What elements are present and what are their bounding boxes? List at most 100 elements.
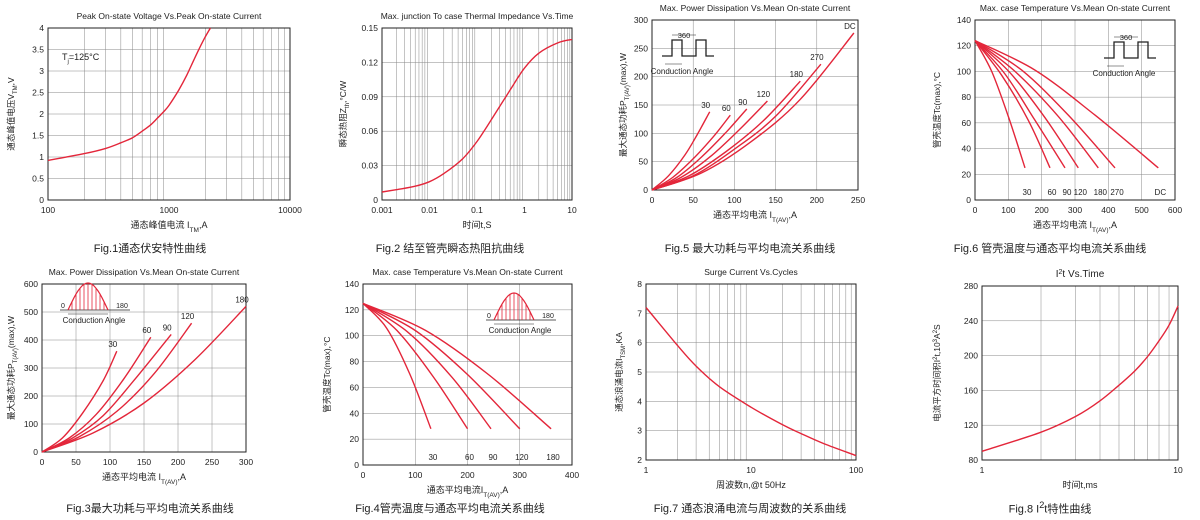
series-label: 30	[701, 101, 710, 110]
y-tick-label: 1.5	[32, 131, 44, 141]
y-tick-label: 0.09	[361, 92, 378, 102]
chart-svg: Surge Current Vs.Cycles 1 10 100 2 3 4 5 6 7 8 周波数n…	[614, 267, 863, 490]
x-tick-label: 600	[1168, 205, 1182, 215]
x-axis-label: 通态平均电流 IT(AV),A	[713, 209, 797, 224]
chart-power-dissipation-sine: Max. Power Dissipation Vs.Mean On-state …	[0, 260, 300, 520]
inset-label: Conduction Angle	[1093, 69, 1156, 78]
chart-caption: Fig.7 通态浪涌电流与周波数的关系曲线	[653, 503, 847, 515]
y-tick-label: 300	[634, 15, 648, 25]
x-tick-label: 50	[688, 195, 698, 205]
chart-caption: Fig.3最大功耗与平均电流关系曲线	[66, 503, 234, 515]
x-tick-label: 100	[103, 457, 117, 467]
series-line	[47, 27, 212, 162]
inset-period-label: 360	[678, 31, 691, 40]
caption-main: Fig.8 I	[1008, 503, 1040, 516]
x-tick-label: 400	[1101, 205, 1115, 215]
plot-frame	[41, 283, 247, 453]
plot-frame	[651, 19, 859, 191]
x-tick-label: 0.01	[421, 205, 438, 215]
plot-frame	[381, 27, 573, 201]
chart-title: Peak On-state Voltage Vs.Peak On-state C…	[77, 11, 262, 21]
series-label: 90	[738, 98, 747, 107]
x-tick-label: 300	[239, 457, 253, 467]
x-tick-label: 0	[361, 470, 366, 480]
y-axis-label: 最大通态功耗PT(AV)(max),W	[618, 53, 631, 157]
y-tick-label: 50	[639, 157, 649, 167]
chart-caption: Fig.5 最大功耗与平均电流关系曲线	[664, 243, 836, 255]
series-line	[651, 80, 801, 191]
series-line	[651, 100, 768, 191]
y-tick-label: 7	[637, 308, 642, 318]
x-tick-label: 300	[513, 470, 527, 480]
series-line	[362, 302, 552, 430]
x-tick-label: 10	[746, 465, 756, 475]
y-tick-label: 600	[24, 279, 38, 289]
series-line	[41, 305, 247, 453]
x-tick-label: 50	[71, 457, 81, 467]
x-tick-label: 500	[1135, 205, 1149, 215]
chart-caption: Fig.2 结至管壳瞬态热阻抗曲线	[375, 243, 525, 255]
series-label: DC	[844, 22, 856, 31]
chart-title: Max. Power Dissipation Vs.Mean On-state …	[660, 3, 851, 13]
y-axis-label: 最大通态功耗PT(AV)(max),W	[6, 316, 19, 420]
series-label: 120	[181, 312, 195, 321]
y-tick-label: 60	[962, 118, 972, 128]
y-tick-label: 140	[345, 279, 359, 289]
series-line	[362, 302, 469, 430]
y-tick-label: 0.5	[32, 174, 44, 184]
y-tick-label: 0	[966, 195, 971, 205]
inset-180-label: 180	[116, 303, 128, 310]
series-label: 60	[1048, 188, 1057, 197]
y-tick-label: 100	[345, 331, 359, 341]
series-line	[645, 307, 857, 457]
series-line	[974, 40, 1026, 169]
y-tick-label: 250	[634, 43, 648, 53]
chart-caption: Fig.4管壳温度与通态平均电流关系曲线	[355, 503, 545, 515]
y-tick-label: 100	[957, 66, 971, 76]
y-tick-label: 2.5	[32, 88, 44, 98]
series-line	[381, 38, 573, 193]
series-line	[651, 114, 731, 191]
y-axis-label: 管壳温度Tc(max),°C	[932, 72, 942, 148]
curve-group	[974, 39, 1159, 169]
y-tick-label: 280	[964, 281, 978, 291]
y-tick-label: 1	[39, 152, 44, 162]
chart-title: Max. case Temperature Vs.Mean On-state C…	[372, 267, 563, 277]
series-label: 60	[142, 326, 151, 335]
series-label: 180	[1094, 188, 1108, 197]
x-tick-label: 100	[727, 195, 741, 205]
series-line	[41, 333, 172, 453]
y-tick-label: 160	[964, 385, 978, 395]
y-tick-label: 5	[637, 367, 642, 377]
y-tick-label: 400	[24, 335, 38, 345]
series-label: 90	[489, 453, 498, 462]
series-label: 270	[1110, 188, 1124, 197]
y-tick-label: 20	[350, 434, 360, 444]
y-tick-label: 4	[39, 23, 44, 33]
series-line	[651, 111, 711, 191]
y-tick-label: 40	[350, 408, 360, 418]
series-label: 120	[515, 453, 529, 462]
x-tick-label: 10	[567, 205, 577, 215]
curve-group	[362, 302, 552, 430]
square-waveform	[662, 39, 714, 57]
series-label: 60	[465, 453, 474, 462]
series-label: 60	[722, 104, 731, 113]
chart-i2t: I2t Vs.Time 1 10 80 120 160 200 240 280 时间t,ms 电流平…	[900, 260, 1200, 520]
chart-svg: Max. case Temperature Vs.Mean On-state C…	[932, 3, 1182, 234]
x-tick-label: 0.1	[471, 205, 483, 215]
grid	[382, 27, 572, 201]
grid	[982, 285, 1178, 461]
y-tick-label: 40	[962, 144, 972, 154]
x-tick-label: 100	[408, 470, 422, 480]
series-label: DC	[1155, 188, 1167, 197]
series-label: 30	[428, 453, 437, 462]
series-label: 180	[790, 70, 804, 79]
x-tick-label: 250	[205, 457, 219, 467]
curve-group	[645, 307, 857, 457]
x-tick-label: 1	[980, 465, 985, 475]
y-tick-label: 0.15	[361, 23, 378, 33]
chart-title: I2t Vs.Time	[1056, 269, 1105, 281]
y-tick-label: 200	[964, 351, 978, 361]
x-axis-label: 时间t,ms	[1063, 479, 1098, 490]
